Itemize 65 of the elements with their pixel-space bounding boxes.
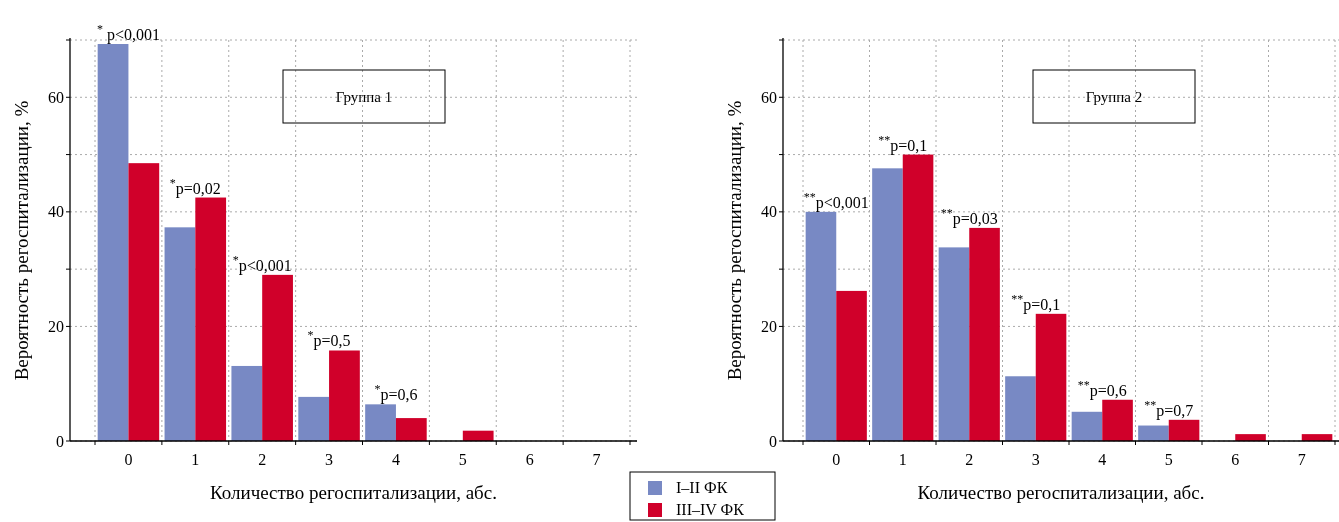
annotation: $^{*}$p=0,02 bbox=[169, 175, 221, 198]
annotation: $^{**}$p<0,001 bbox=[803, 189, 869, 212]
bar bbox=[1035, 313, 1067, 441]
bar bbox=[1102, 399, 1133, 441]
y-tick-label: 0 bbox=[769, 432, 777, 450]
x-tick-label: 4 bbox=[391, 451, 400, 468]
x-tick-label: 6 bbox=[525, 451, 534, 468]
x-tick-label: 5 bbox=[1164, 451, 1173, 468]
bar bbox=[195, 197, 227, 441]
text: Группа 1 bbox=[335, 89, 393, 105]
bar bbox=[231, 365, 263, 441]
annotation: $^{*}$p=0,5 bbox=[307, 328, 351, 351]
annotation: $^{*}$p=0,6 bbox=[374, 382, 418, 405]
y-tick-label: 40 bbox=[48, 203, 64, 221]
bar bbox=[365, 404, 396, 441]
x-tick-label: 3 bbox=[325, 451, 334, 468]
bar bbox=[128, 163, 160, 441]
x-tick-label: 0 bbox=[124, 451, 133, 468]
bar bbox=[836, 290, 867, 441]
x-tick-label: 7 bbox=[1297, 451, 1306, 468]
y-axis-title: Вероятность регоспитализации, % bbox=[11, 100, 32, 381]
annotation: $^{*}$ p<0,001 bbox=[96, 22, 160, 45]
x-tick-label: 1 bbox=[898, 451, 907, 468]
bar bbox=[1005, 376, 1036, 441]
bar bbox=[805, 211, 837, 441]
bar bbox=[902, 154, 934, 441]
bar bbox=[329, 350, 360, 441]
bar bbox=[969, 227, 1000, 441]
bar bbox=[262, 274, 293, 441]
bar bbox=[298, 396, 330, 441]
bar bbox=[1071, 411, 1103, 441]
y-tick-label: 40 bbox=[761, 203, 777, 221]
annotation: $^{**}$p=0,6 bbox=[1077, 377, 1127, 400]
bar bbox=[97, 44, 129, 441]
text: Группа 2 bbox=[1085, 89, 1143, 105]
x-tick-label: 7 bbox=[592, 451, 601, 468]
y-axis-title: Вероятность регоспитализации, % bbox=[724, 100, 745, 381]
x-tick-label: 2 bbox=[258, 451, 267, 468]
annotation: $^{**}$p=0,03 bbox=[940, 205, 998, 228]
x-tick-label: 5 bbox=[458, 451, 467, 468]
bar bbox=[938, 247, 970, 441]
bar bbox=[872, 168, 903, 441]
y-tick-label: 60 bbox=[48, 88, 64, 106]
x-tick-label: 0 bbox=[832, 451, 841, 468]
x-axis-title: Количество регоспитализации, абс. bbox=[210, 482, 497, 503]
y-tick-label: 20 bbox=[48, 318, 64, 336]
x-tick-label: 4 bbox=[1098, 451, 1107, 468]
x-axis-title: Количество регоспитализации, абс. bbox=[917, 482, 1205, 503]
bar bbox=[395, 418, 427, 441]
y-tick-label: 20 bbox=[761, 318, 777, 336]
y-tick-label: 0 bbox=[56, 432, 64, 450]
x-tick-label: 2 bbox=[965, 451, 974, 468]
annotation: $^{**}$p=0,7 bbox=[1144, 397, 1194, 420]
x-tick-label: 3 bbox=[1031, 451, 1040, 468]
bar bbox=[1168, 419, 1200, 441]
legend-label: III–IV ФК bbox=[676, 501, 745, 518]
bar bbox=[164, 227, 196, 441]
legend-label: I–II ФК bbox=[676, 479, 728, 496]
x-tick-label: 1 bbox=[191, 451, 200, 468]
bar bbox=[1138, 425, 1169, 441]
annotation: $^{**}$p=0,1 bbox=[878, 132, 928, 155]
y-tick-label: 60 bbox=[761, 88, 777, 106]
annotation: $^{*}$p<0,001 bbox=[232, 252, 292, 275]
x-tick-label: 6 bbox=[1231, 451, 1240, 468]
annotation: $^{**}$p=0,1 bbox=[1011, 291, 1061, 314]
